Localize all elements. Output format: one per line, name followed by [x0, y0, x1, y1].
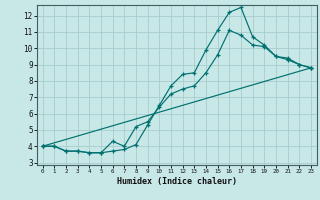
X-axis label: Humidex (Indice chaleur): Humidex (Indice chaleur)	[117, 177, 237, 186]
